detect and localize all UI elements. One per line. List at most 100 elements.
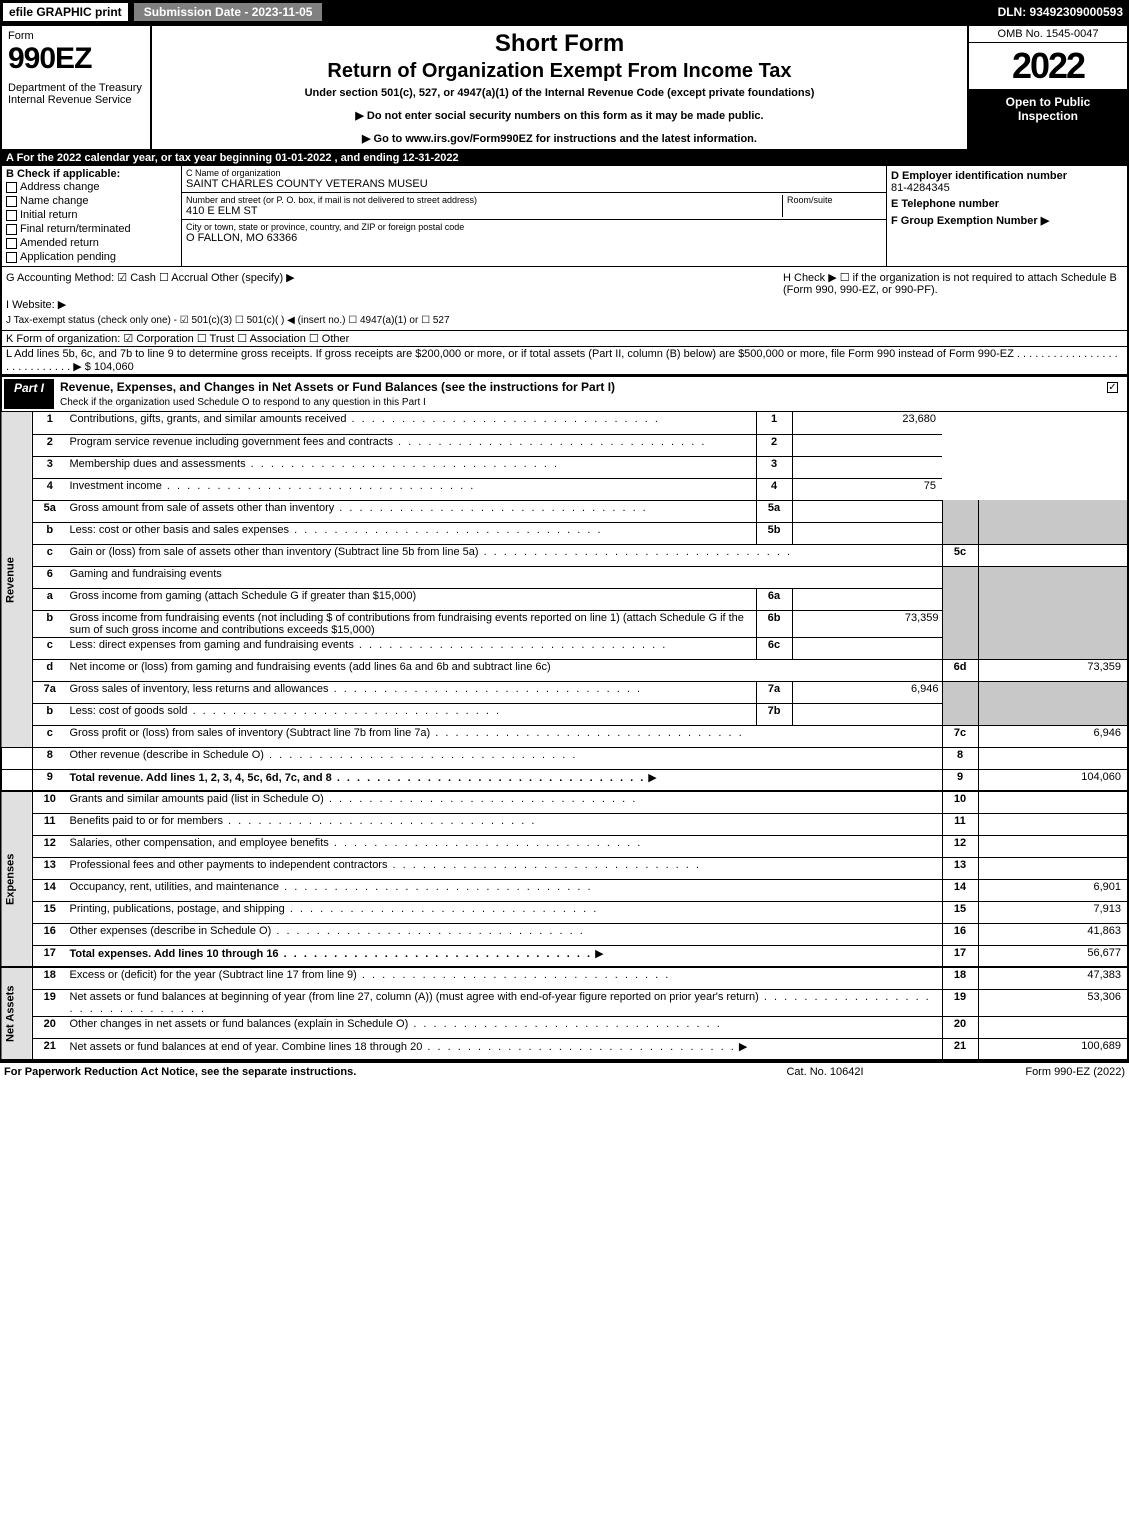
open-public: Open to Public Inspection	[969, 89, 1127, 149]
footer-cat: Cat. No. 10642I	[725, 1066, 925, 1078]
footer: For Paperwork Reduction Act Notice, see …	[0, 1061, 1129, 1081]
part1-checkbox[interactable]: ✓	[1101, 377, 1127, 411]
ln4-box: 4	[756, 478, 792, 500]
ln7a-num: 7a	[33, 681, 67, 703]
ln20-val	[978, 1016, 1128, 1038]
ln15-desc: Printing, publications, postage, and shi…	[67, 901, 943, 923]
ln7c-val: 6,946	[978, 725, 1128, 747]
ln6-grey	[942, 566, 978, 659]
line-h: H Check ▶ ☐ if the organization is not r…	[783, 271, 1123, 326]
ln20-box: 20	[942, 1016, 978, 1038]
ln7b-sub: 7b	[756, 703, 792, 725]
cb-application-pending[interactable]: Application pending	[6, 250, 177, 264]
title-block: Form 990EZ Department of the Treasury In…	[0, 24, 1129, 151]
ln12-box: 12	[942, 835, 978, 857]
ln6-desc: Gaming and fundraising events	[67, 566, 943, 588]
c-name-label: C Name of organization	[186, 168, 882, 178]
c-city-label: City or town, state or province, country…	[186, 222, 882, 232]
c-addr-label: Number and street (or P. O. box, if mail…	[186, 195, 782, 205]
efile-print-label[interactable]: efile GRAPHIC print	[2, 2, 129, 22]
ln8-desc: Other revenue (describe in Schedule O)	[67, 747, 943, 769]
org-city: O FALLON, MO 63366	[186, 232, 882, 244]
ln17-val: 56,677	[978, 945, 1128, 967]
line-i: I Website: ▶	[6, 298, 783, 311]
ln6d-num: d	[33, 659, 67, 681]
line-g: G Accounting Method: ☑ Cash ☐ Accrual Ot…	[6, 271, 783, 284]
ln3-num: 3	[33, 456, 67, 478]
ln7b-subv	[792, 703, 942, 725]
ln20-desc: Other changes in net assets or fund bala…	[67, 1016, 943, 1038]
ln2-num: 2	[33, 434, 67, 456]
return-title: Return of Organization Exempt From Incom…	[160, 60, 959, 83]
ln14-desc: Occupancy, rent, utilities, and maintena…	[67, 879, 943, 901]
ln15-num: 15	[33, 901, 67, 923]
side-expenses: Expenses	[1, 791, 33, 967]
ln5a-desc: Gross amount from sale of assets other t…	[70, 502, 648, 514]
department: Department of the Treasury Internal Reve…	[8, 82, 144, 106]
ln6b-subv: 73,359	[792, 610, 942, 637]
ln5a-num: 5a	[33, 500, 67, 522]
c-room-label: Room/suite	[787, 195, 882, 205]
ln6-greyval	[978, 566, 1128, 659]
revenue-table: Revenue 1Contributions, gifts, grants, a…	[0, 412, 1129, 1061]
ln5c-desc: Gain or (loss) from sale of assets other…	[67, 544, 943, 566]
ln7a-sub: 7a	[756, 681, 792, 703]
ln5a-subv	[792, 500, 942, 522]
cb-final-return[interactable]: Final return/terminated	[6, 222, 177, 236]
ln13-box: 13	[942, 857, 978, 879]
ln6c-sub: 6c	[756, 637, 792, 659]
ln6-num: 6	[33, 566, 67, 588]
line-a: A For the 2022 calendar year, or tax yea…	[0, 151, 1129, 166]
cb-name-change[interactable]: Name change	[6, 194, 177, 208]
tax-year: 2022	[969, 43, 1127, 89]
ln9-desc: Total revenue. Add lines 1, 2, 3, 4, 5c,…	[70, 772, 646, 784]
ln1-box: 1	[756, 412, 792, 434]
ein: 81-4284345	[891, 182, 950, 194]
part1-header: Part I Revenue, Expenses, and Changes in…	[0, 375, 1129, 412]
ln9-val: 104,060	[978, 769, 1128, 791]
form-number: 990EZ	[8, 42, 144, 76]
ln13-num: 13	[33, 857, 67, 879]
ln20-num: 20	[33, 1016, 67, 1038]
ln21-val: 100,689	[978, 1038, 1128, 1060]
part1-sub: Check if the organization used Schedule …	[60, 397, 426, 408]
ln7c-num: c	[33, 725, 67, 747]
ln8-num: 8	[33, 747, 67, 769]
dln: DLN: 93492309000593	[998, 5, 1129, 19]
ln10-num: 10	[33, 791, 67, 813]
cb-initial-return[interactable]: Initial return	[6, 208, 177, 222]
ln18-num: 18	[33, 967, 67, 989]
ln15-box: 15	[942, 901, 978, 923]
ln10-box: 10	[942, 791, 978, 813]
ln19-val: 53,306	[978, 989, 1128, 1016]
ln8-val	[978, 747, 1128, 769]
cb-address-change[interactable]: Address change	[6, 180, 177, 194]
ln13-val	[978, 857, 1128, 879]
ln21-desc: Net assets or fund balances at end of ye…	[70, 1041, 736, 1053]
ln11-box: 11	[942, 813, 978, 835]
ln7b-num: b	[33, 703, 67, 725]
ln14-num: 14	[33, 879, 67, 901]
ln6c-num: c	[33, 637, 67, 659]
ln7b-desc: Less: cost of goods sold	[70, 705, 502, 717]
ln6c-subv	[792, 637, 942, 659]
line-j: J Tax-exempt status (check only one) - ☑…	[6, 315, 783, 326]
ln3-val	[792, 456, 942, 478]
e-label: E Telephone number	[891, 198, 999, 210]
ln16-box: 16	[942, 923, 978, 945]
submission-date: Submission Date - 2023-11-05	[133, 2, 324, 22]
ln16-val: 41,863	[978, 923, 1128, 945]
ln3-desc: Membership dues and assessments	[67, 456, 757, 478]
ln5b-subv	[792, 522, 942, 544]
part1-desc: Revenue, Expenses, and Changes in Net As…	[60, 380, 615, 394]
ln3-box: 3	[756, 456, 792, 478]
ln9-num: 9	[33, 769, 67, 791]
ln2-val	[792, 434, 942, 456]
ln12-num: 12	[33, 835, 67, 857]
top-header: efile GRAPHIC print Submission Date - 20…	[0, 0, 1129, 24]
ln21-box: 21	[942, 1038, 978, 1060]
cb-amended-return[interactable]: Amended return	[6, 236, 177, 250]
ln19-box: 19	[942, 989, 978, 1016]
section-gh: G Accounting Method: ☑ Cash ☐ Accrual Ot…	[0, 267, 1129, 331]
ln5b-num: b	[33, 522, 67, 544]
